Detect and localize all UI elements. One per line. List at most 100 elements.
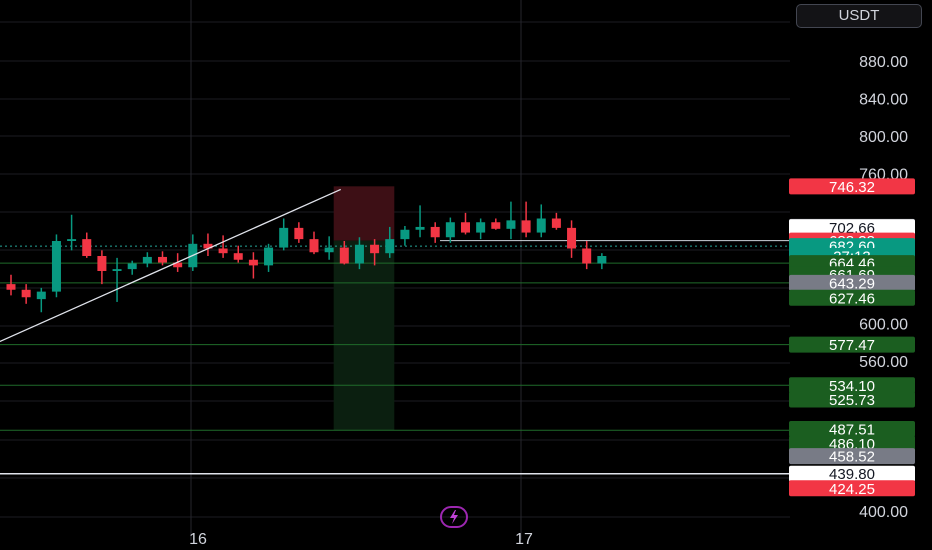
candle-body [142, 256, 152, 264]
candle [461, 212, 470, 235]
price-tag-label: 643.29 [829, 275, 875, 292]
candle-body [97, 256, 107, 271]
candle [476, 218, 486, 240]
candle [582, 241, 592, 270]
price-tag-label: 702.66 [829, 220, 875, 237]
price-tag-label: 487.51 [829, 421, 875, 438]
candle [309, 231, 319, 255]
candle-body [597, 256, 607, 264]
price-tag: 627.46 [789, 289, 915, 307]
candle [264, 243, 274, 272]
price-tag-background [789, 219, 915, 236]
candle [233, 245, 243, 263]
price-tag: 643.29 [789, 274, 915, 292]
candle-body [339, 247, 349, 264]
candle-body [582, 248, 592, 264]
price-tag-background [789, 465, 915, 482]
candle-body [445, 222, 455, 238]
price-tag: 702.66 [789, 219, 915, 237]
stop-loss-zone[interactable] [333, 186, 395, 241]
price-tag-background [789, 289, 915, 306]
candle-body [173, 262, 183, 268]
candle-body [233, 253, 243, 260]
candle [127, 260, 137, 275]
candle-body [6, 284, 16, 290]
candle [97, 250, 107, 285]
time-axis[interactable]: 16 17 [189, 531, 533, 548]
candle [67, 214, 77, 251]
grid-lines [0, 0, 790, 540]
price-axis-tick-label: 560.00 [859, 354, 908, 371]
candle-body [36, 291, 46, 300]
price-tag-background [789, 391, 915, 408]
candle [36, 287, 46, 313]
price-tag: 534.10 [789, 377, 915, 395]
candle-body [248, 259, 258, 266]
candle-body [279, 227, 289, 248]
candle [385, 226, 395, 258]
currency-button[interactable]: USDT [796, 4, 922, 28]
candle [430, 222, 440, 243]
price-tag-label: 534.10 [829, 378, 875, 395]
price-tag-label: 577.47 [829, 337, 875, 354]
candle-body [491, 222, 501, 229]
candle [203, 233, 213, 256]
time-axis-label: 16 [189, 531, 207, 548]
price-tag-label: 424.25 [829, 481, 875, 498]
candle [279, 218, 289, 251]
price-tag-background [789, 448, 915, 465]
horizontal-levels[interactable] [0, 240, 790, 475]
trend-line[interactable] [0, 188, 341, 343]
price-axis-tick-label: 600.00 [859, 317, 908, 334]
candle-body [203, 243, 213, 249]
price-tag-label: 627.46 [829, 290, 875, 307]
trend-line[interactable] [0, 188, 341, 343]
candle-body [551, 218, 561, 228]
candle-body [415, 226, 425, 230]
take-profit-zone[interactable] [333, 240, 395, 431]
price-tag-background [789, 274, 915, 291]
candle-body [309, 239, 319, 253]
candle-body [521, 220, 531, 233]
price-tag: 746.32 [789, 178, 915, 196]
candle-body [476, 222, 486, 233]
candle [415, 205, 425, 238]
candle-body [294, 227, 304, 240]
candle-body [51, 241, 61, 292]
price-tag: 458.52 [789, 448, 915, 466]
candle-body [264, 247, 274, 266]
price-tag: 577.47 [789, 336, 915, 354]
candle-body [82, 239, 92, 256]
candle-body [461, 222, 470, 233]
candle [491, 218, 501, 230]
price-tag: 424.25 [789, 480, 915, 498]
lightning-icon[interactable] [440, 506, 468, 528]
price-tag-label: 458.52 [829, 449, 875, 466]
position-tool[interactable] [333, 186, 395, 431]
price-axis[interactable]: 880.00840.00800.00760.00600.00560.00400.… [859, 54, 908, 521]
price-tags: 746.32703.04702.66688.38682.6037:13664.4… [789, 178, 915, 498]
candle-body [324, 247, 334, 253]
candle [294, 222, 304, 243]
candles [6, 201, 607, 313]
candle [51, 234, 61, 298]
candle-body [400, 229, 410, 240]
candle [248, 252, 258, 279]
candle [142, 252, 152, 268]
time-axis-label: 17 [515, 531, 533, 548]
price-tag-label: 746.32 [829, 179, 875, 196]
candle [188, 234, 198, 271]
price-axis-tick-label: 840.00 [859, 92, 908, 109]
price-axis-tick-label: 800.00 [859, 129, 908, 146]
candle-body [67, 239, 77, 241]
candle-body [218, 248, 228, 254]
price-tag-background [789, 435, 915, 452]
candle [521, 201, 531, 238]
candle [21, 284, 31, 304]
candle-body [430, 226, 440, 238]
price-tag-background [789, 336, 915, 353]
candle [370, 239, 380, 266]
price-tag-background [789, 480, 915, 497]
candle-body [127, 263, 137, 270]
